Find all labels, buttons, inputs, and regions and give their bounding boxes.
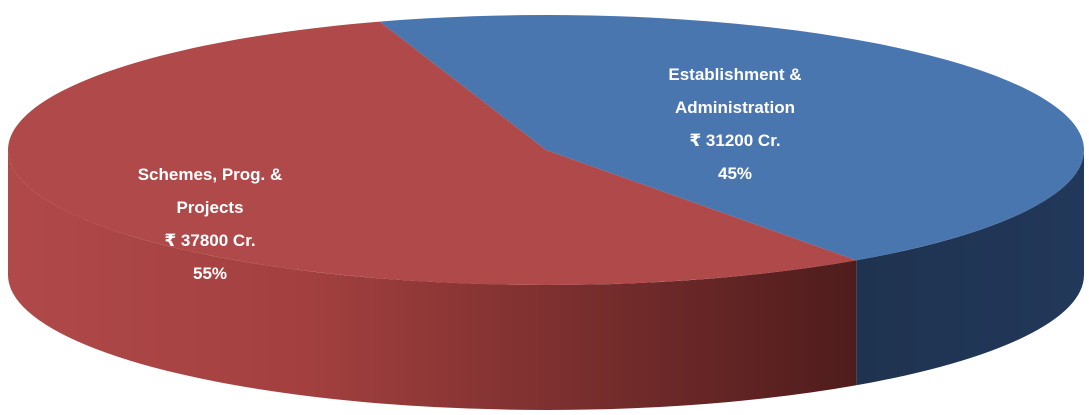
category-label: Establishment & Administration <box>668 65 802 117</box>
percentage-label: 45% <box>717 164 753 183</box>
percentage-label: 55% <box>192 264 228 283</box>
slice <box>7 21 857 286</box>
slice <box>379 15 1084 261</box>
category-label: Schemes, Prog. & Projects <box>137 165 283 217</box>
slice-side <box>856 150 1084 386</box>
slice-label: Establishment & Administration ₹ 31200 C… <box>625 58 845 190</box>
value-label: ₹ 31200 Cr. <box>689 131 781 150</box>
slice-label: Schemes, Prog. & Projects ₹ 37800 Cr. 55… <box>110 158 310 290</box>
slice-side <box>8 150 857 410</box>
value-label: ₹ 37800 Cr. <box>164 231 256 250</box>
